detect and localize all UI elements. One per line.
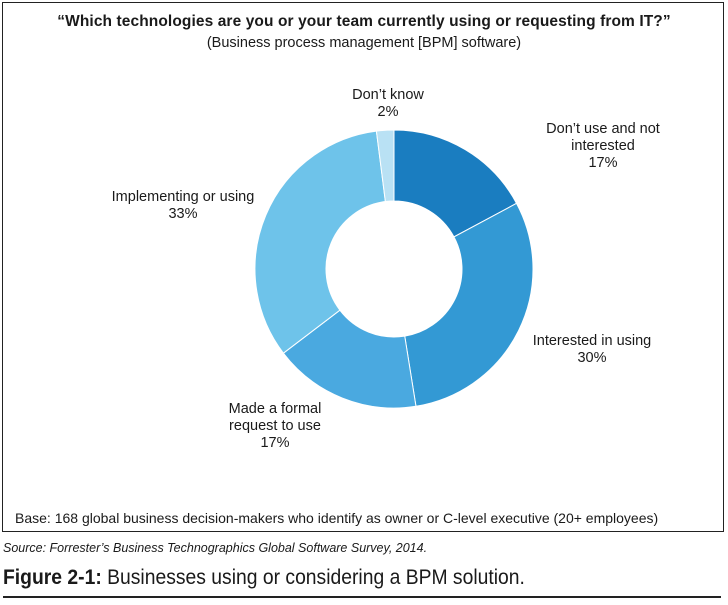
figure-caption: Figure 2-1: Businesses using or consider… [3,566,525,590]
donut-slice-2 [404,202,534,407]
slice-value-label: 2% [377,104,399,120]
slice-value-label: 30% [577,350,607,366]
donut-slice-5 [375,129,395,203]
figure-number: Figure 2-1: [3,566,102,589]
chart-subtitle: (Business process management [BPM] softw… [206,35,522,51]
slice-label-line: Don’t use and not [546,121,660,137]
slice-value-label: 17% [260,435,290,451]
slice-label-line: Interested in using [532,333,652,349]
slice-label-4: Implementing or using 33% [93,189,273,223]
slice-label-5: Don’t know 2% [333,87,443,121]
slice-label-line: Made a formal [228,401,322,417]
chart-title: “Which technologies are you or your team… [57,13,671,30]
donut-slice-3 [282,309,417,409]
slice-value-label: 33% [168,206,198,222]
slice-label-3: Made a formal request to use 17% [200,401,350,452]
caption-rule [3,596,721,598]
slice-label-line: Implementing or using [111,189,255,205]
slice-label-line: request to use [229,418,321,434]
source-note: Source: Forrester’s Business Technograph… [3,541,428,555]
slice-label-line: interested [571,138,635,154]
figure-frame: “Which technologies are you or your team… [2,2,724,532]
base-note: Base: 168 global business decision-maker… [15,510,659,526]
slice-label-2: Interested in using 30% [517,333,667,367]
donut-chart [254,129,534,409]
donut-slice-4 [254,130,386,354]
caption-text: Businesses using or considering a BPM so… [101,566,525,589]
donut-slice-1 [393,129,518,238]
slice-label-1: Don’t use and not interested 17% [528,121,678,172]
slice-label-line: Don’t know [352,87,424,103]
slice-value-label: 17% [588,155,618,171]
